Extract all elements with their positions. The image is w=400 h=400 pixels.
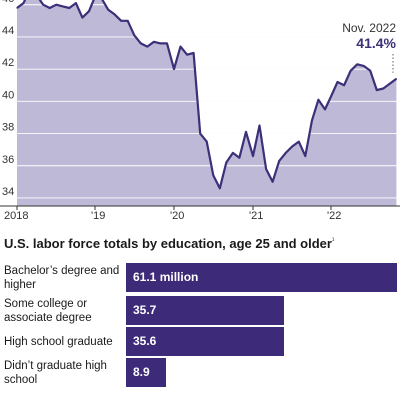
data-point [140,42,142,45]
data-point [62,5,64,7]
data-point [179,46,182,48]
x-tick-label: '21 [249,210,263,222]
data-point [206,141,208,143]
x-axis: 2018 '19 '20 '21 '22 [0,205,400,222]
data-point [225,161,227,164]
data-point [199,133,201,135]
data-point [252,155,254,157]
y-tick-label: 34 [2,186,14,198]
data-point [49,7,51,9]
y-tick-label: 36 [2,154,14,166]
data-points [16,2,397,189]
gridlines-over-area [0,4,400,199]
data-point [238,157,240,159]
y-tick-label: 46 [2,0,14,5]
data-point [153,41,155,43]
y-tick-label: 44 [2,25,14,37]
data-point [212,174,214,176]
y-axis-ticks: 34 36 38 40 42 44 46 [2,0,14,198]
data-point [363,65,365,67]
data-point [133,34,135,36]
area-fill [17,0,397,206]
data-point [107,9,109,11]
bar: 61.1 million [126,263,397,292]
x-tick-label: '20 [170,210,184,222]
data-point [356,63,358,65]
bar-value-label: 61.1 million [133,270,199,284]
data-point [291,145,293,147]
x-tick-label: '22 [327,210,341,222]
bar: 35.7 [126,296,285,325]
bar-label: High school graduate [4,336,113,348]
data-point [369,70,371,72]
data-point [68,7,70,9]
data-point [75,2,77,4]
data-point [324,108,326,110]
data-point [232,152,234,154]
data-point [278,160,280,162]
data-point [317,99,319,101]
bar-value-label: 8.9 [133,365,150,379]
data-point [146,46,148,48]
bar-value-label: 35.7 [133,303,157,317]
data-point [88,10,90,12]
data-point [193,52,195,54]
x-tick-label: 2018 [4,210,28,222]
latest-annotation: Nov. 2022 41.4% [342,21,397,73]
data-point [376,89,378,91]
data-point [114,13,116,15]
y-tick-label: 40 [2,89,14,101]
data-point [350,70,352,72]
bar-label: Bachelor’s degree and higher [4,265,120,291]
data-point [81,17,83,19]
data-point [298,141,300,143]
data-point [159,42,161,45]
data-point [166,42,168,45]
data-point [186,54,188,56]
data-point [304,155,306,157]
data-point [22,2,25,4]
data-point [382,87,384,90]
y-tick-label: 38 [2,122,14,134]
data-point [120,20,122,22]
data-point [285,152,287,154]
y-tick-label: 42 [2,57,14,69]
data-point [16,7,18,9]
annotation-value: 41.4% [356,35,396,51]
data-point [395,78,397,80]
data-point [55,4,57,6]
data-point [330,95,332,98]
data-point [265,168,267,170]
title-footnote-mark: ¹ [331,237,335,245]
data-point [42,4,44,6]
data-point [127,20,129,22]
data-point [173,68,175,70]
data-point [219,187,221,189]
data-point [336,81,339,83]
bar-label: Didn’t graduate high school [4,360,107,386]
line-chart: 34 36 38 40 42 44 46 2018 '19 '20 '21 '22 Nov. 202… [0,0,400,222]
data-point [245,131,247,133]
bar: 35.6 [126,327,284,356]
data-point [343,84,345,86]
x-tick-label: '19 [91,210,105,222]
data-point [272,181,274,183]
annotation-date: Nov. 2022 [342,21,396,35]
bar-chart-title: U.S. labor force totals by education, ag… [4,236,335,251]
bar-value-label: 35.6 [133,334,157,348]
data-point [258,124,261,127]
bar-label: Some college or associate degree [4,298,92,324]
data-point [311,120,313,122]
data-point [389,83,391,85]
bar: 8.9 [126,358,166,387]
